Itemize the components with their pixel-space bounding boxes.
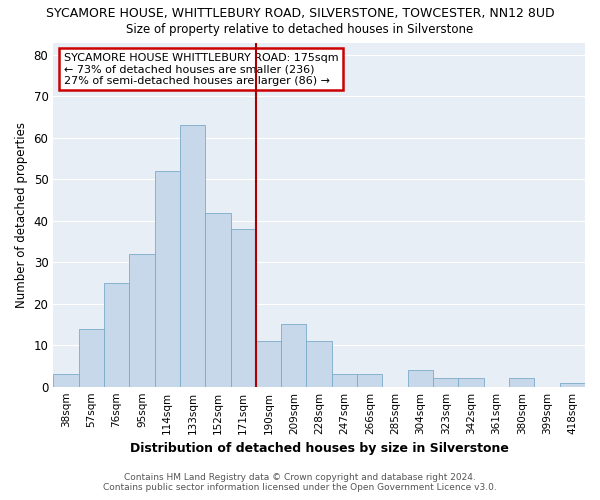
Bar — [104, 283, 129, 387]
Bar — [281, 324, 307, 386]
Bar — [79, 328, 104, 386]
Bar — [180, 126, 205, 386]
Text: SYCAMORE HOUSE, WHITTLEBURY ROAD, SILVERSTONE, TOWCESTER, NN12 8UD: SYCAMORE HOUSE, WHITTLEBURY ROAD, SILVER… — [46, 8, 554, 20]
Bar — [458, 378, 484, 386]
Bar — [256, 341, 281, 386]
Bar — [230, 229, 256, 386]
Bar — [155, 171, 180, 386]
Text: Size of property relative to detached houses in Silverstone: Size of property relative to detached ho… — [127, 22, 473, 36]
Y-axis label: Number of detached properties: Number of detached properties — [15, 122, 28, 308]
Bar — [307, 341, 332, 386]
Bar — [129, 254, 155, 386]
Text: Contains HM Land Registry data © Crown copyright and database right 2024.
Contai: Contains HM Land Registry data © Crown c… — [103, 473, 497, 492]
Bar — [53, 374, 79, 386]
Bar — [332, 374, 357, 386]
Bar — [433, 378, 458, 386]
Bar — [560, 382, 585, 386]
Bar — [205, 212, 230, 386]
X-axis label: Distribution of detached houses by size in Silverstone: Distribution of detached houses by size … — [130, 442, 509, 455]
Bar — [509, 378, 535, 386]
Bar — [357, 374, 382, 386]
Bar — [408, 370, 433, 386]
Text: SYCAMORE HOUSE WHITTLEBURY ROAD: 175sqm
← 73% of detached houses are smaller (23: SYCAMORE HOUSE WHITTLEBURY ROAD: 175sqm … — [64, 53, 338, 86]
